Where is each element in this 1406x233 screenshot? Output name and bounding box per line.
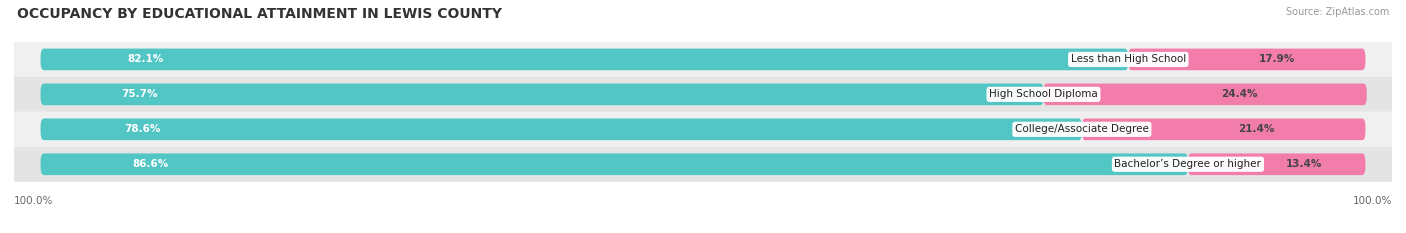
FancyBboxPatch shape [41, 118, 1083, 140]
Text: 100.0%: 100.0% [14, 196, 53, 206]
FancyBboxPatch shape [41, 84, 1043, 105]
Text: 13.4%: 13.4% [1285, 159, 1322, 169]
Text: 100.0%: 100.0% [1353, 196, 1392, 206]
FancyBboxPatch shape [14, 42, 1392, 77]
Text: High School Diploma: High School Diploma [988, 89, 1098, 99]
FancyBboxPatch shape [1188, 154, 1365, 175]
FancyBboxPatch shape [14, 112, 1392, 147]
Text: 24.4%: 24.4% [1222, 89, 1258, 99]
Text: 86.6%: 86.6% [132, 159, 169, 169]
Text: 75.7%: 75.7% [121, 89, 157, 99]
Text: Less than High School: Less than High School [1070, 55, 1185, 64]
Text: College/Associate Degree: College/Associate Degree [1015, 124, 1149, 134]
FancyBboxPatch shape [41, 49, 1128, 70]
FancyBboxPatch shape [1128, 49, 1365, 70]
Text: 78.6%: 78.6% [124, 124, 160, 134]
FancyBboxPatch shape [1083, 118, 1365, 140]
Text: 21.4%: 21.4% [1237, 124, 1274, 134]
Text: 17.9%: 17.9% [1258, 55, 1295, 64]
FancyBboxPatch shape [41, 154, 1188, 175]
FancyBboxPatch shape [1043, 84, 1367, 105]
FancyBboxPatch shape [14, 77, 1392, 112]
Text: Source: ZipAtlas.com: Source: ZipAtlas.com [1285, 7, 1389, 17]
Legend: Owner-occupied, Renter-occupied: Owner-occupied, Renter-occupied [599, 231, 807, 233]
Text: OCCUPANCY BY EDUCATIONAL ATTAINMENT IN LEWIS COUNTY: OCCUPANCY BY EDUCATIONAL ATTAINMENT IN L… [17, 7, 502, 21]
Text: 82.1%: 82.1% [128, 55, 165, 64]
FancyBboxPatch shape [14, 147, 1392, 182]
Text: Bachelor’s Degree or higher: Bachelor’s Degree or higher [1115, 159, 1261, 169]
